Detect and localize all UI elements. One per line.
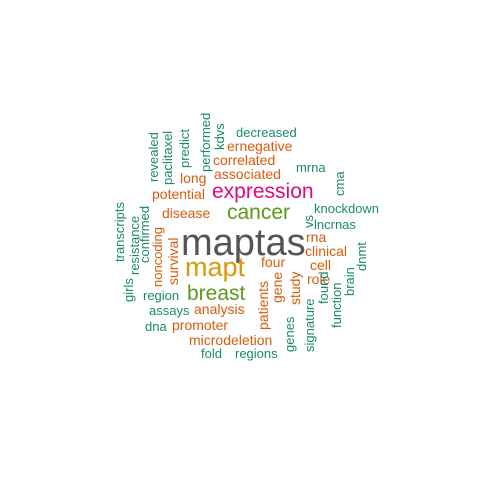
word-knockdown: knockdown [314,201,380,216]
word-cell: cell [310,257,332,273]
word-performed: performed [198,112,213,172]
word-patients: patients [255,280,271,330]
word-role: role [307,271,331,287]
word-microdeletion: microdeletion [189,332,273,348]
word-lncrnas: lncrnas [314,217,356,232]
word-genes: genes [282,316,297,352]
word-decreased: decreased [236,125,297,140]
word-confirmed: confirmed [137,205,152,263]
word-paclitaxel: paclitaxel [160,130,175,185]
word-fold: fold [201,346,222,361]
word-ernegative: ernegative [227,138,293,154]
word-signature: signature [302,298,317,352]
word-maptas: maptas [181,222,306,264]
word-kdvs: kdvs [212,123,227,150]
word-mrna: mrna [296,160,326,175]
word-noncoding: noncoding [150,227,165,287]
word-study: study [287,271,303,305]
word-rna: rna [306,229,327,245]
word-gene: gene [269,271,285,303]
word-brain: brain [342,267,357,296]
word-region: region [143,288,180,303]
word-analysis: analysis [194,301,245,317]
word-clinical: clinical [305,243,348,259]
word-long: long [180,170,207,186]
word-vs: vs [301,215,316,228]
word-girls: girls [121,278,136,302]
word-survival: survival [165,237,181,285]
word-associated: associated [214,166,281,182]
word-disease: disease [162,205,211,221]
word-revealed: revealed [146,132,161,182]
word-breast: breast [187,282,246,305]
word-predict: predict [177,128,192,168]
word-expression: expression [212,180,314,203]
word-cancer: cancer [227,201,291,224]
word-dna: dna [145,319,167,334]
word-transcripts: transcripts [112,202,127,262]
word-correlated: correlated [213,152,276,168]
word-promoter: promoter [172,317,229,333]
word-four: four [261,254,286,270]
word-mapt: mapt [185,252,246,282]
word-function: function [329,282,344,328]
word-regions: regions [235,346,278,361]
word-cma: cma [332,171,347,196]
word-assays: assays [149,303,190,318]
word-potential: potential [152,186,205,202]
word-found: found [316,271,331,304]
